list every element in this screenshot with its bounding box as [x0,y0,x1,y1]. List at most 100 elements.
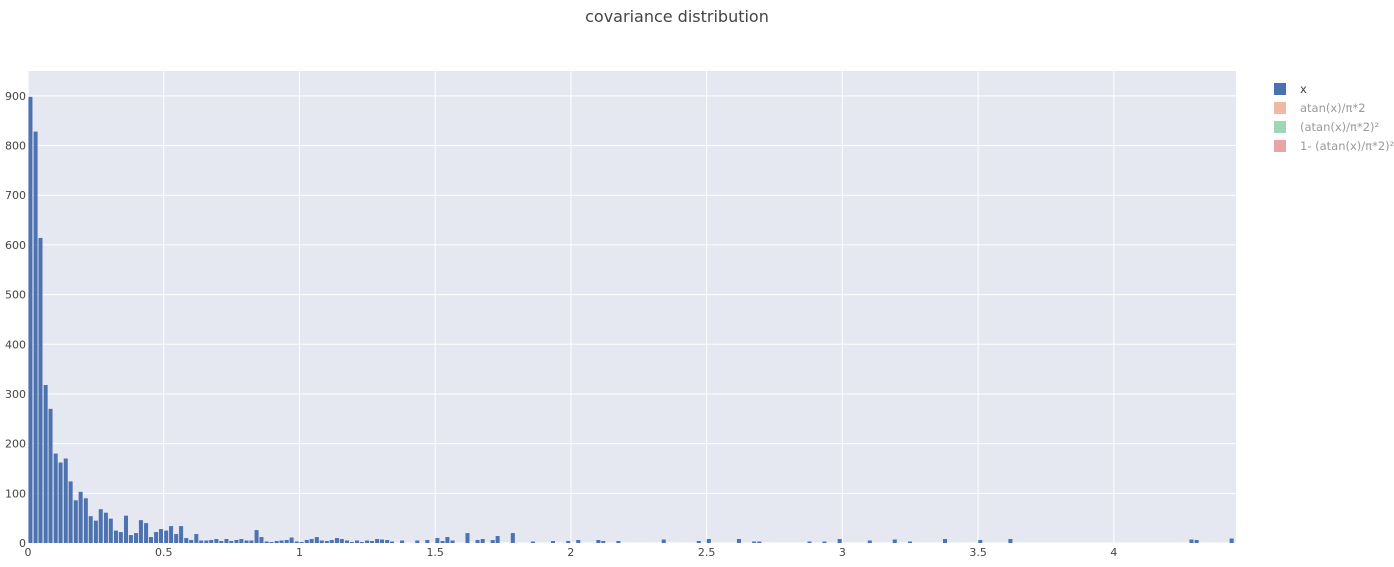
histogram-bar [113,530,118,543]
histogram-bar [214,539,219,543]
histogram-bar [344,540,349,543]
histogram-bar [349,542,354,543]
histogram-bar [596,540,601,543]
histogram-bar [204,540,209,543]
histogram-bar [359,542,364,543]
histogram-bar [229,541,234,543]
histogram-bar [68,481,73,543]
x-tick-label: 3 [839,546,846,559]
legend-swatch [1274,120,1286,133]
histogram-bar [757,541,762,543]
histogram-bar [390,541,395,543]
histogram-bar [450,540,455,543]
histogram-bar [73,500,78,543]
histogram-bar [259,537,264,543]
histogram-bar [174,534,179,543]
legend-label: x [1300,81,1307,96]
histogram-bar [616,541,621,543]
histogram-bar [88,516,93,543]
y-tick-label: 300 [5,388,26,401]
legend-item[interactable]: 1- (atan(x)/π*2)² [1274,136,1394,155]
histogram-bar [339,539,344,543]
x-axis-ticks: 0 0.5 1 1.5 2 2.5 3 3.5 4 [25,546,1118,559]
histogram-bar [696,541,701,543]
histogram-bar [379,539,384,543]
histogram-bar [164,530,169,543]
x-tick-label: 2.5 [698,546,716,559]
histogram-bar [108,518,113,543]
chart-title: covariance distribution [585,7,769,26]
legend-label: (atan(x)/π*2)² [1300,119,1380,134]
histogram-bar [33,131,38,543]
histogram-bar [219,541,224,543]
histogram-bar [490,540,495,543]
histogram-bar [148,537,153,543]
histogram-bar [254,530,259,543]
histogram-bar [369,541,374,543]
histogram-bar [274,541,279,543]
y-tick-label: 700 [5,189,26,202]
histogram-bar [78,491,83,543]
histogram-bar [495,536,500,543]
legend-label: 1- (atan(x)/π*2)² [1300,138,1394,153]
histogram-bar [123,515,129,543]
plot-area [28,71,1236,543]
histogram-bar [244,540,249,543]
legend-item[interactable]: atan(x)/π*2 [1274,98,1394,117]
legend-swatch [1274,139,1286,152]
histogram-bar [942,539,948,543]
histogram-bar [400,540,405,543]
histogram-bar [566,541,571,543]
legend-item[interactable]: (atan(x)/π*2)² [1274,117,1394,136]
histogram-bar [978,540,983,543]
histogram-bar [736,539,741,543]
y-axis-ticks: 0 100 200 300 400 500 600 700 800 900 [5,90,26,550]
histogram-bar [289,537,294,543]
histogram-bar [415,540,420,543]
histogram-bar [53,453,58,543]
histogram-bar [98,509,103,543]
y-tick-label: 200 [5,438,26,451]
histogram-bar [510,533,515,543]
histogram-bar [1008,539,1013,543]
histogram-bar [249,540,254,543]
histogram-bar [892,539,897,543]
histogram-bar [184,538,189,543]
legend-item[interactable]: x [1274,79,1394,98]
histogram-bar [435,538,440,543]
legend: x atan(x)/π*2 (atan(x)/π*2)² 1- (atan(x)/π*… [1274,79,1394,155]
histogram-bar [822,541,827,543]
histogram-bar [334,538,339,543]
histogram-bar [867,540,872,543]
histogram-bar [209,540,214,543]
histogram-bar [159,529,164,543]
x-tick-label: 3.5 [969,546,987,559]
histogram-bar [1194,540,1199,543]
x-tick-label: 0.5 [155,546,173,559]
histogram-bar [365,540,370,543]
histogram-bar [264,541,269,543]
histogram-bar [179,526,184,543]
histogram-bar [134,533,139,543]
histogram-bar [706,539,711,543]
histogram-bar [284,540,289,543]
histogram-bar [138,520,143,543]
histogram-bar [807,541,812,543]
histogram-bar [63,458,68,543]
histogram-bar [28,96,33,544]
histogram-bar [189,540,194,543]
x-tick-label: 0 [25,546,32,559]
legend-swatch [1274,82,1286,95]
histogram-bar [319,540,324,543]
histogram-bar [118,532,123,543]
histogram-bar [480,539,485,543]
y-tick-label: 500 [5,289,26,302]
histogram-bar [169,526,174,543]
x-tick-label: 4 [1110,546,1117,559]
histogram-bar [530,541,535,543]
y-tick-label: 900 [5,90,26,103]
histogram-bar [375,539,380,543]
histogram-bar [314,537,319,543]
histogram-bar [329,540,334,543]
histogram-bar [425,540,430,543]
